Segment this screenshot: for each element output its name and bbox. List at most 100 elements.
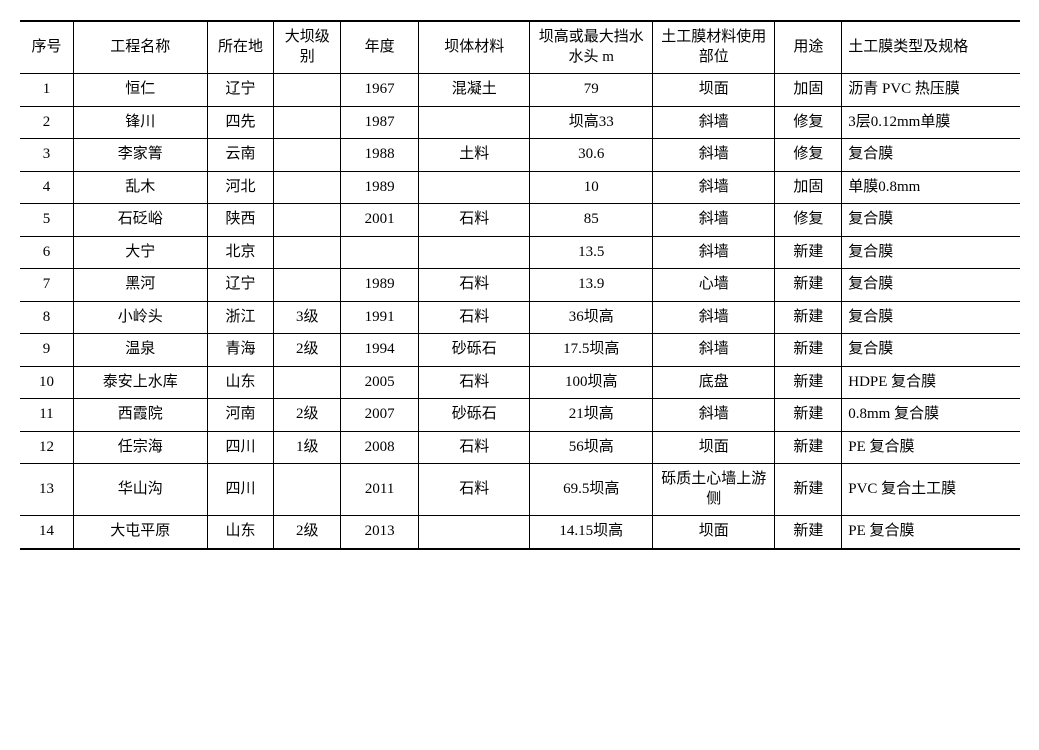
cell-dam-material: 砂砾石 [419,334,530,367]
table-row: 7 黑河 辽宁 1989 石料 13.9 心墙 新建 复合膜 [20,269,1020,302]
cell-year: 1989 [341,171,419,204]
cell-index: 1 [20,74,73,107]
cell-usage: 新建 [775,269,842,302]
cell-location: 云南 [207,139,274,172]
cell-index: 14 [20,516,73,549]
table-row: 14 大屯平原 山东 2级 2013 14.15坝高 坝面 新建 PE 复合膜 [20,516,1020,549]
cell-index: 4 [20,171,73,204]
cell-usage: 新建 [775,399,842,432]
cell-usage: 修复 [775,139,842,172]
cell-usage: 新建 [775,301,842,334]
cell-membrane-position: 砾质土心墙上游侧 [652,464,774,516]
cell-location: 四川 [207,464,274,516]
cell-year: 2008 [341,431,419,464]
cell-year: 1987 [341,106,419,139]
cell-usage: 加固 [775,171,842,204]
cell-usage: 新建 [775,236,842,269]
cell-dam-material: 石料 [419,269,530,302]
cell-year: 1988 [341,139,419,172]
cell-usage: 加固 [775,74,842,107]
cell-location: 浙江 [207,301,274,334]
cell-membrane-type: PVC 复合土工膜 [842,464,1020,516]
cell-year: 1991 [341,301,419,334]
cell-year: 2011 [341,464,419,516]
cell-location: 辽宁 [207,269,274,302]
cell-project-name: 乱木 [73,171,207,204]
cell-membrane-position: 心墙 [652,269,774,302]
cell-membrane-type: 单膜0.8mm [842,171,1020,204]
cell-dam-grade [274,74,341,107]
cell-height: 17.5坝高 [530,334,652,367]
cell-project-name: 石砭峪 [73,204,207,237]
cell-dam-grade: 2级 [274,516,341,549]
cell-membrane-position: 斜墙 [652,106,774,139]
table-row: 1 恒仁 辽宁 1967 混凝土 79 坝面 加固 沥青 PVC 热压膜 [20,74,1020,107]
cell-height: 坝高33 [530,106,652,139]
cell-dam-material: 砂砾石 [419,399,530,432]
table-row: 11 西霞院 河南 2级 2007 砂砾石 21坝高 斜墙 新建 0.8mm 复… [20,399,1020,432]
cell-membrane-position: 斜墙 [652,301,774,334]
cell-membrane-position: 斜墙 [652,399,774,432]
cell-membrane-type: 复合膜 [842,204,1020,237]
cell-location: 四川 [207,431,274,464]
cell-index: 8 [20,301,73,334]
cell-year: 1994 [341,334,419,367]
cell-height: 36坝高 [530,301,652,334]
cell-usage: 修复 [775,204,842,237]
cell-index: 5 [20,204,73,237]
cell-membrane-position: 底盘 [652,366,774,399]
cell-project-name: 大宁 [73,236,207,269]
cell-dam-grade [274,366,341,399]
cell-year [341,236,419,269]
cell-project-name: 小岭头 [73,301,207,334]
cell-project-name: 温泉 [73,334,207,367]
cell-dam-grade [274,106,341,139]
cell-dam-material [419,106,530,139]
cell-project-name: 黑河 [73,269,207,302]
cell-location: 河南 [207,399,274,432]
cell-height: 13.5 [530,236,652,269]
cell-index: 11 [20,399,73,432]
table-body: 1 恒仁 辽宁 1967 混凝土 79 坝面 加固 沥青 PVC 热压膜 2 锋… [20,74,1020,549]
cell-membrane-position: 斜墙 [652,334,774,367]
cell-usage: 新建 [775,464,842,516]
cell-year: 2013 [341,516,419,549]
cell-year: 2005 [341,366,419,399]
cell-dam-material: 石料 [419,464,530,516]
cell-dam-material: 石料 [419,301,530,334]
cell-membrane-type: PE 复合膜 [842,516,1020,549]
cell-membrane-type: PE 复合膜 [842,431,1020,464]
cell-height: 10 [530,171,652,204]
cell-dam-grade [274,171,341,204]
cell-index: 2 [20,106,73,139]
cell-height: 100坝高 [530,366,652,399]
table-row: 5 石砭峪 陕西 2001 石料 85 斜墙 修复 复合膜 [20,204,1020,237]
cell-membrane-type: 复合膜 [842,301,1020,334]
cell-year: 1989 [341,269,419,302]
cell-dam-material [419,236,530,269]
col-header-membrane-position: 土工膜材料使用部位 [652,21,774,74]
col-header-dam-grade: 大坝级别 [274,21,341,74]
col-header-project-name: 工程名称 [73,21,207,74]
cell-dam-grade: 2级 [274,399,341,432]
cell-membrane-position: 斜墙 [652,139,774,172]
col-header-year: 年度 [341,21,419,74]
cell-location: 陕西 [207,204,274,237]
cell-membrane-type: HDPE 复合膜 [842,366,1020,399]
cell-dam-grade [274,204,341,237]
col-header-membrane-type: 土工膜类型及规格 [842,21,1020,74]
data-table: 序号 工程名称 所在地 大坝级别 年度 坝体材料 坝高或最大挡水水头 m 土工膜… [20,20,1020,550]
cell-membrane-position: 坝面 [652,74,774,107]
cell-location: 辽宁 [207,74,274,107]
cell-membrane-position: 斜墙 [652,171,774,204]
cell-membrane-type: 复合膜 [842,269,1020,302]
cell-dam-material: 石料 [419,431,530,464]
cell-index: 6 [20,236,73,269]
cell-project-name: 大屯平原 [73,516,207,549]
cell-location: 四先 [207,106,274,139]
cell-height: 14.15坝高 [530,516,652,549]
cell-location: 山东 [207,366,274,399]
cell-index: 12 [20,431,73,464]
cell-index: 13 [20,464,73,516]
cell-usage: 新建 [775,334,842,367]
